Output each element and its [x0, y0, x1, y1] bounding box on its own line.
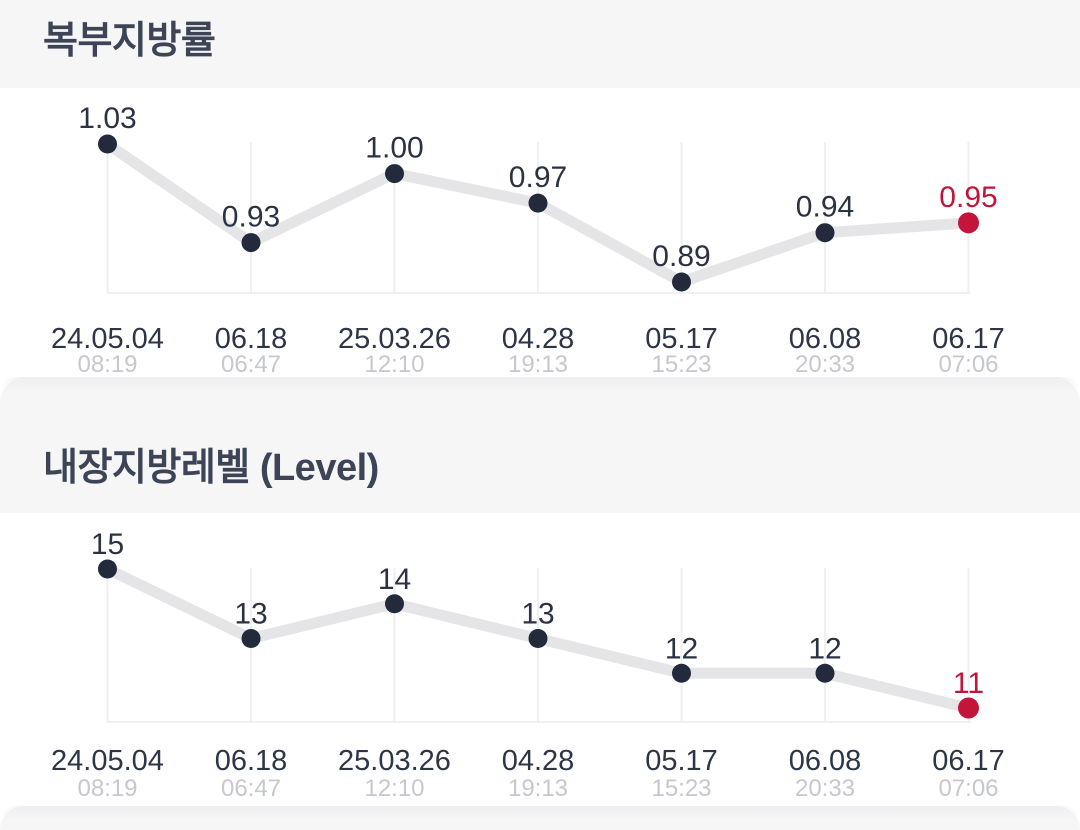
- value-label: 0.93: [222, 201, 280, 234]
- value-label: 1.03: [78, 102, 136, 135]
- x-axis-date-label: 06.08: [789, 323, 862, 355]
- value-label: 12: [665, 632, 698, 665]
- x-axis-time-label: 12:10: [364, 775, 424, 802]
- x-axis-time-label: 20:33: [795, 351, 855, 377]
- x-axis-date-label: 06.18: [215, 323, 288, 355]
- bottom-sheet-edge: [0, 806, 1080, 830]
- abdominal-fat-ratio-title: 복부지방률: [43, 20, 216, 62]
- value-label: 0.94: [796, 191, 854, 224]
- x-axis-time-label: 06:47: [221, 351, 281, 377]
- x-axis-date-label: 24.05.04: [51, 745, 164, 777]
- x-axis-date-label: 05.17: [645, 323, 718, 355]
- x-axis-date-label: 04.28: [502, 323, 575, 355]
- x-axis-time-label: 20:33: [795, 775, 855, 802]
- value-label: 13: [521, 598, 554, 631]
- x-axis-time-label: 06:47: [221, 775, 281, 802]
- visceral-fat-level-chart: 15 13 14 13 12 12 11 24.05.04 08:19 06.18 06:47 25.…: [0, 513, 1080, 806]
- section-header-visceral-fat: 내장지방레벨 (Level): [0, 377, 1080, 513]
- x-axis-date-label: 05.17: [645, 745, 718, 777]
- data-point-latest: [958, 697, 979, 719]
- data-point: [241, 629, 261, 648]
- x-axis-date-label: 06.18: [215, 745, 288, 777]
- x-axis-date-label: 24.05.04: [51, 323, 164, 355]
- value-label: 14: [378, 563, 411, 596]
- data-point: [672, 663, 691, 683]
- x-axis-time-label: 19:13: [508, 775, 568, 802]
- data-point: [385, 164, 404, 184]
- value-label: 0.95: [939, 181, 997, 214]
- value-label: 0.97: [509, 161, 567, 194]
- visceral-fat-level-title: 내장지방레벨 (Level): [43, 447, 379, 489]
- section-header-abdominal-fat: 복부지방률: [0, 0, 1080, 88]
- value-label: 11: [953, 667, 984, 700]
- x-axis-date-label: 25.03.26: [338, 745, 451, 777]
- value-label: 1.00: [365, 132, 423, 165]
- x-axis-time-label: 15:23: [651, 351, 711, 377]
- abdominal-fat-ratio-chart: 1.03 0.93 1.00 0.97 0.89 0.94 0.95 24.05.04 08:1…: [0, 88, 1080, 377]
- x-axis-time-label: 15:23: [651, 775, 711, 802]
- x-axis-time-label: 07:06: [938, 775, 998, 802]
- data-point: [528, 193, 548, 213]
- value-label: 15: [91, 528, 124, 561]
- x-axis-time-label: 19:13: [508, 351, 568, 377]
- x-axis-date-label: 04.28: [502, 745, 575, 777]
- abdominal-fat-ratio-chart-svg: 1.03 0.93 1.00 0.97 0.89 0.94 0.95 24.05.0408:1…: [51, 102, 1005, 377]
- data-point: [98, 134, 117, 154]
- x-axis-date-label: 06.17: [932, 745, 1005, 777]
- x-axis-date-label: 06.08: [789, 745, 862, 777]
- data-point-latest: [958, 212, 979, 234]
- data-point: [241, 233, 261, 253]
- data-point: [98, 559, 117, 579]
- data-point: [815, 223, 835, 243]
- value-label: 13: [234, 598, 267, 631]
- x-axis-time-label: 08:19: [77, 351, 137, 377]
- data-point: [815, 663, 835, 683]
- data-point: [385, 594, 404, 614]
- x-axis-time-label: 12:10: [364, 351, 424, 377]
- x-axis-time-label: 07:06: [938, 351, 998, 377]
- value-label: 0.89: [652, 240, 710, 273]
- data-point: [528, 629, 548, 648]
- x-axis-date-label: 25.03.26: [338, 323, 451, 355]
- x-axis-time-label: 08:19: [77, 775, 137, 802]
- data-point: [672, 272, 691, 292]
- value-label: 12: [808, 632, 841, 665]
- x-axis-date-label: 06.17: [932, 323, 1005, 355]
